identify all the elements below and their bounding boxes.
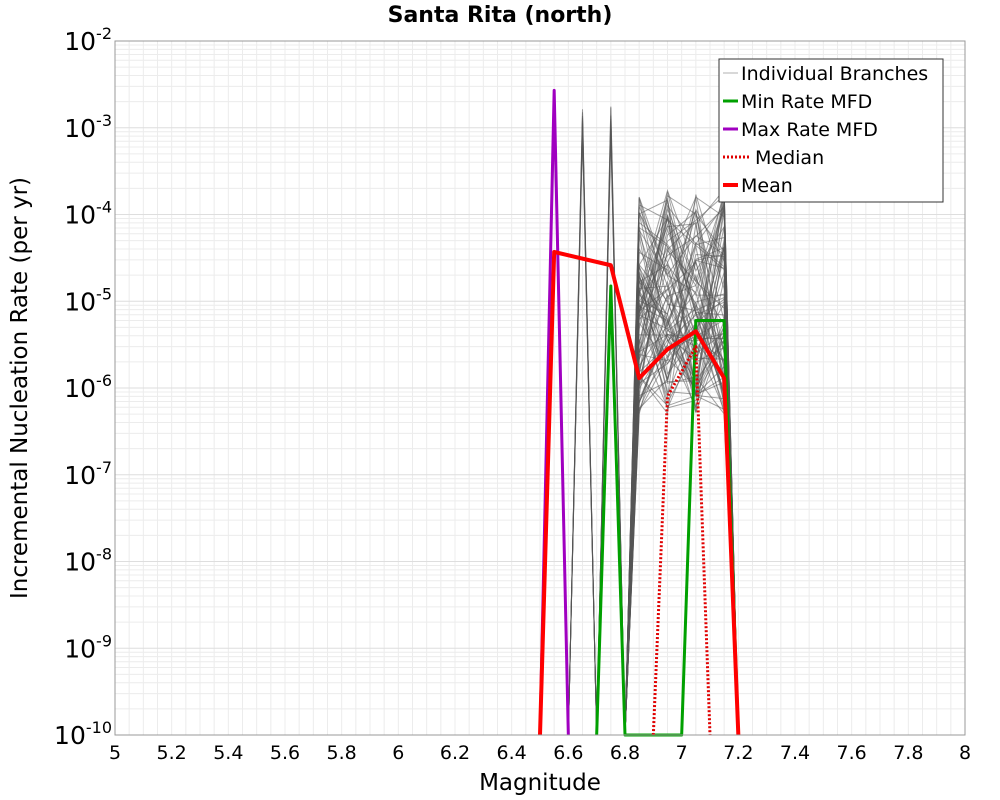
legend-label-mean: Mean — [741, 175, 793, 197]
legend-item-min-rate: Min Rate MFD — [723, 91, 872, 113]
plot-frame — [114, 40, 966, 736]
branch-line — [567, 133, 598, 736]
x-tick-label: 6.6 — [553, 742, 583, 764]
x-tick-label: 7.8 — [893, 742, 923, 764]
legend-item-individual-branches: Individual Branches — [723, 63, 928, 85]
legend: Individual Branches Min Rate MFD Max Rat… — [718, 58, 944, 203]
y-tick-label: 10-9 — [64, 631, 112, 663]
x-tick-label: 7.6 — [837, 742, 867, 764]
legend-item-mean: Mean — [723, 175, 793, 197]
y-tick-label: 10-3 — [64, 111, 112, 143]
x-tick-label: 5.6 — [270, 742, 300, 764]
chart-title: Santa Rita (north) — [388, 3, 613, 28]
x-tick-label: 5 — [109, 742, 121, 764]
y-tick-label: 10-2 — [64, 24, 112, 56]
legend-item-median: Median — [723, 147, 824, 169]
x-tick-labels: 5 5.2 5.4 5.6 5.8 6 6.2 6.4 6.6 6.8 7 7.2 7.4 7.6 7.8 8 — [109, 742, 971, 764]
x-tick-label: 8 — [959, 742, 971, 764]
x-tick-label: 5.2 — [157, 742, 187, 764]
x-tick-label: 6.2 — [440, 742, 470, 764]
x-tick-label: 7 — [676, 742, 688, 764]
legend-item-max-rate: Max Rate MFD — [723, 119, 878, 141]
branch-line — [596, 106, 626, 736]
x-tick-label: 7.4 — [780, 742, 810, 764]
branch-line — [624, 211, 739, 736]
legend-box — [718, 58, 944, 203]
x-tick-label: 6.8 — [610, 742, 640, 764]
grid — [114, 41, 966, 736]
x-tick-label: 6 — [392, 742, 404, 764]
x-tick-label: 6.4 — [497, 742, 527, 764]
x-tick-label: 5.8 — [327, 742, 357, 764]
series-mean — [538, 249, 741, 736]
y-tick-label: 10-10 — [54, 718, 112, 750]
y-tick-label: 10-4 — [64, 198, 112, 230]
x-tick-label: 7.2 — [723, 742, 753, 764]
legend-label-max-rate: Max Rate MFD — [741, 119, 878, 141]
x-tick-label: 5.4 — [213, 742, 243, 764]
x-axis-label: Magnitude — [479, 770, 601, 796]
y-tick-label: 10-5 — [64, 284, 112, 316]
series-median — [651, 345, 712, 736]
y-axis-label: Incremental Nucleation Rate (per yr) — [7, 177, 33, 599]
legend-label-median: Median — [755, 147, 824, 169]
legend-label-individual-branches: Individual Branches — [741, 63, 928, 85]
y-tick-label: 10-7 — [64, 458, 112, 490]
y-tick-label: 10-8 — [64, 545, 112, 577]
legend-label-min-rate: Min Rate MFD — [741, 91, 872, 113]
y-tick-labels: 10-10 10-9 10-8 10-7 10-6 10-5 10-4 10-3 10-2 — [54, 24, 112, 750]
y-tick-label: 10-6 — [64, 371, 112, 403]
